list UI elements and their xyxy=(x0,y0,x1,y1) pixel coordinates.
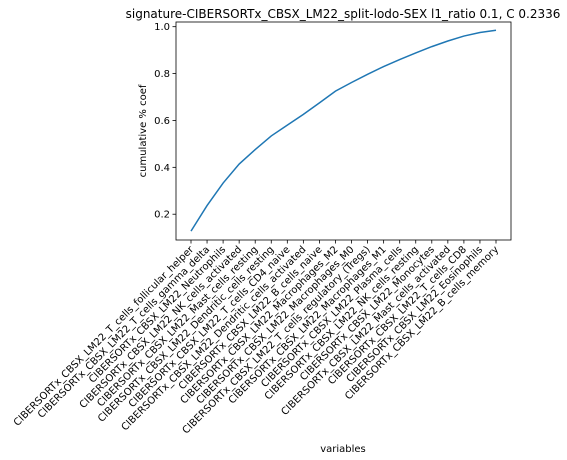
data-point xyxy=(286,124,288,126)
data-point xyxy=(334,90,336,92)
data-point xyxy=(238,163,240,165)
y-tick-label: 0.2 xyxy=(154,210,170,221)
y-tick-label: 0.6 xyxy=(154,116,170,127)
data-point xyxy=(479,32,481,34)
data-point xyxy=(254,149,256,151)
data-point xyxy=(415,52,417,54)
data-point xyxy=(222,182,224,184)
data-point xyxy=(270,135,272,137)
y-tick-label: 0.4 xyxy=(154,163,170,174)
x-axis-label: variables xyxy=(320,444,366,455)
data-point xyxy=(318,102,320,104)
data-point xyxy=(367,73,369,75)
data-point xyxy=(190,230,192,232)
data-point xyxy=(206,205,208,207)
data-point xyxy=(495,29,497,31)
data-point xyxy=(447,40,449,42)
data-point xyxy=(463,35,465,37)
data-point xyxy=(383,66,385,68)
y-tick-label: 1.0 xyxy=(154,22,170,33)
data-point xyxy=(431,46,433,48)
data-point xyxy=(351,81,353,83)
chart-title: signature-CIBERSORTx_CBSX_LM22_split-lod… xyxy=(126,7,561,21)
y-axis-label: cumulative % coef xyxy=(138,84,149,177)
data-point xyxy=(399,59,401,61)
data-point xyxy=(302,113,304,115)
y-tick-label: 0.8 xyxy=(154,69,170,80)
